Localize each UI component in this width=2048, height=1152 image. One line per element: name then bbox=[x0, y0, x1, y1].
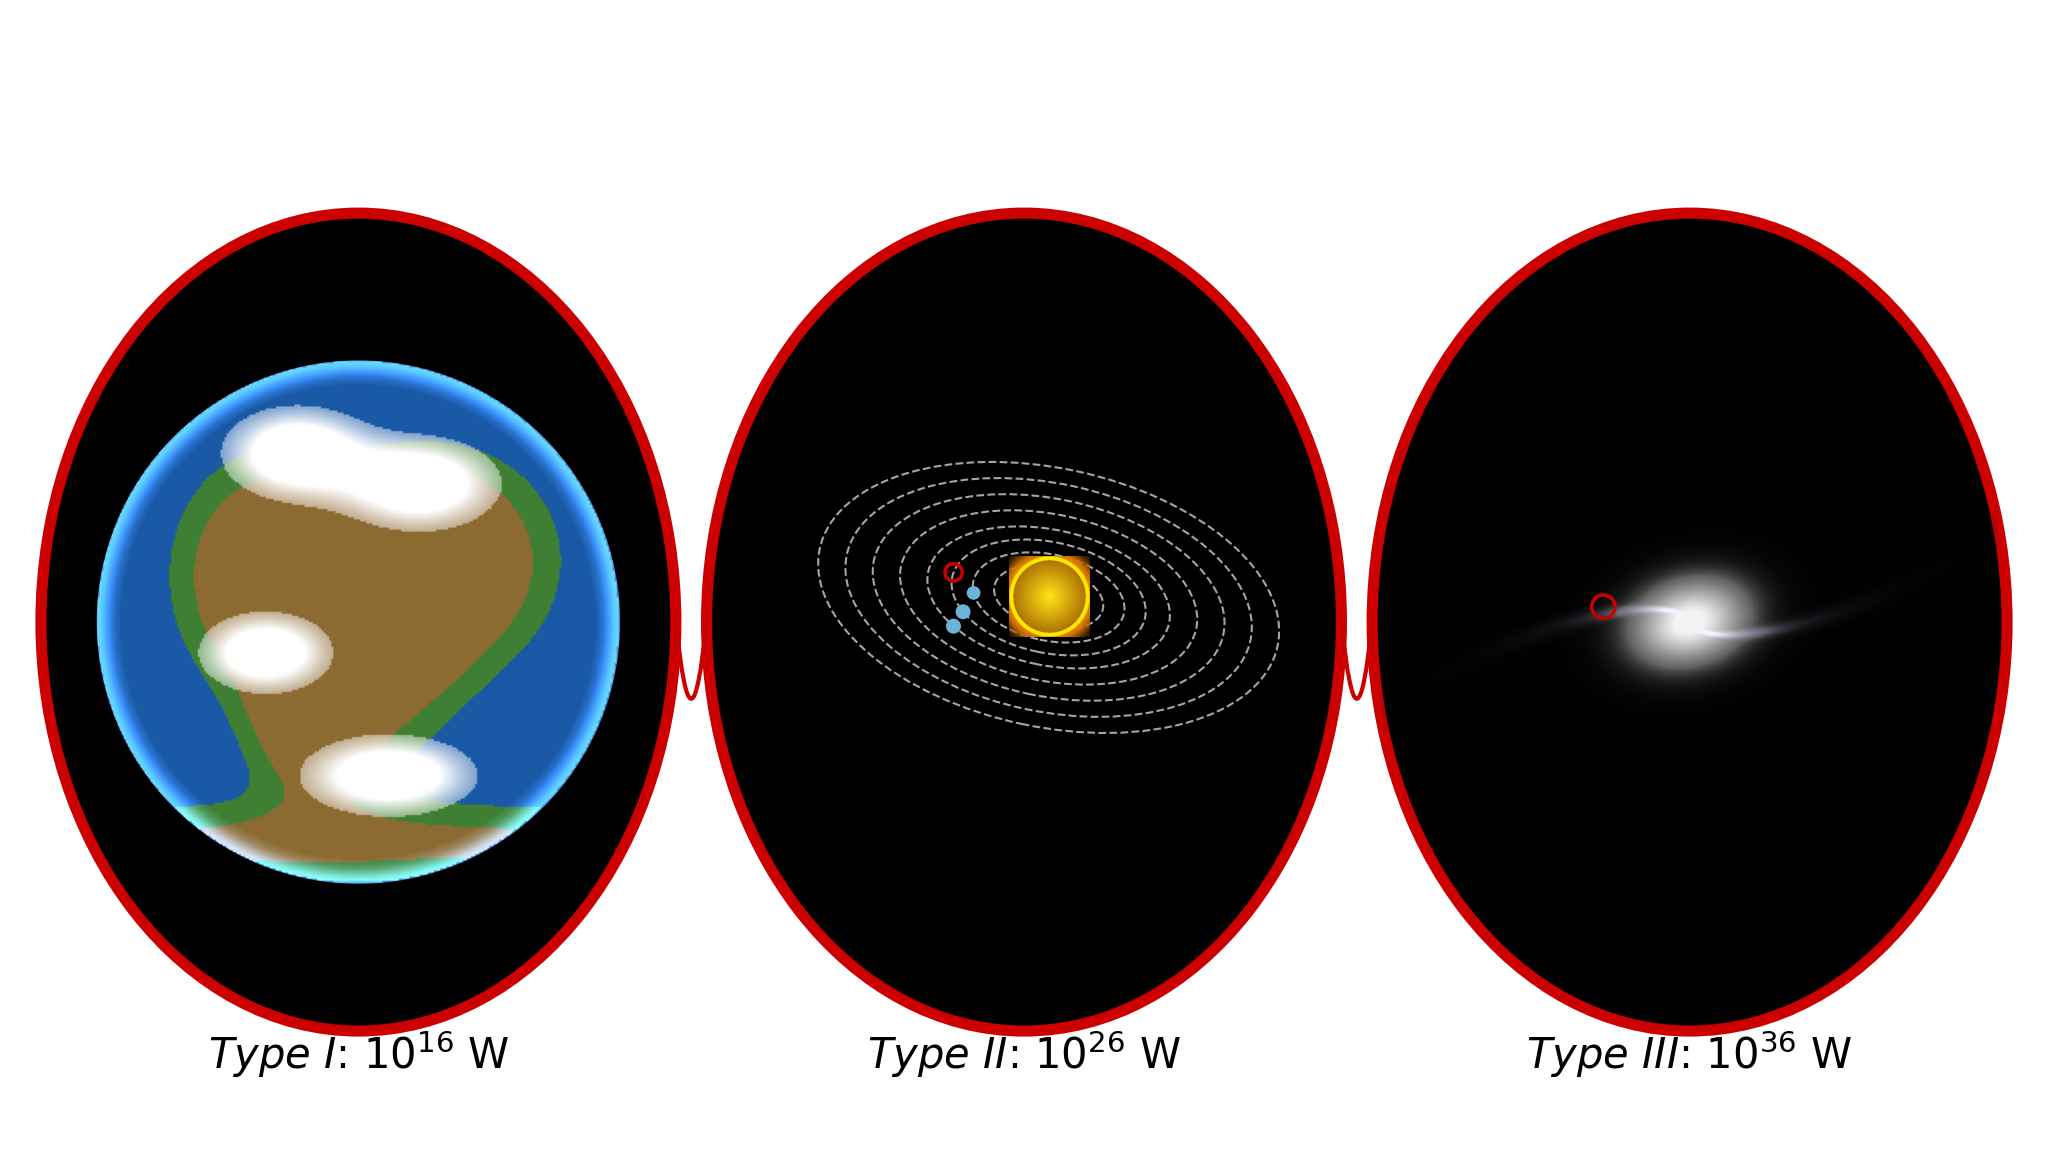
Ellipse shape bbox=[41, 213, 676, 1031]
Circle shape bbox=[946, 620, 961, 632]
Text: $\mathit{Type\ II}$: $10^{26}$ W: $\mathit{Type\ II}$: $10^{26}$ W bbox=[866, 1029, 1182, 1079]
Ellipse shape bbox=[1372, 213, 2007, 1031]
Circle shape bbox=[956, 605, 971, 619]
Circle shape bbox=[967, 586, 979, 599]
Text: $\mathit{Type\ III}$: $10^{36}$ W: $\mathit{Type\ III}$: $10^{36}$ W bbox=[1526, 1029, 1853, 1079]
Ellipse shape bbox=[707, 213, 1341, 1031]
Text: $\mathit{Type\ I}$: $10^{16}$ W: $\mathit{Type\ I}$: $10^{16}$ W bbox=[207, 1029, 510, 1079]
